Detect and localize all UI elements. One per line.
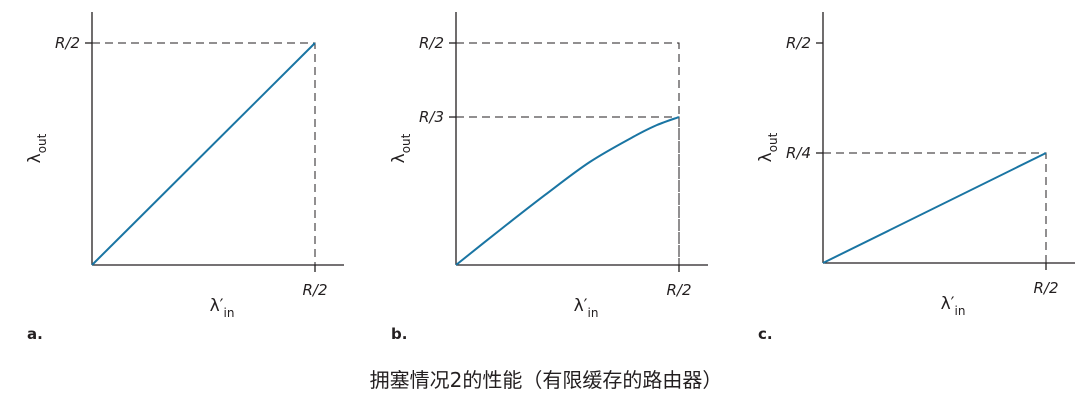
x-tick-label: R/2 [1033,279,1058,297]
series-line [455,116,680,266]
y-tick-label: R/2 [786,34,811,52]
x-axis-label-symbol: λ′ [210,296,224,316]
y-axis-label-symbol: λ [25,153,45,163]
y-axis-label-subscript: out [766,132,780,152]
series-line [91,42,316,266]
panel-label: b. [391,325,407,343]
guide-line [456,116,680,265]
figure-caption: 拥塞情况2的性能（有限缓存的路由器） [369,368,723,392]
chart-panel-3: R/2 R/4 R/2 λ′in λout c. [756,12,1075,343]
x-axis-label-subscript: in [223,306,234,320]
y-axis-label: λout [25,133,49,163]
y-axis-label-subscript: out [399,133,413,153]
guide-line [456,42,680,265]
x-axis-label-subscript: in [587,306,598,320]
series-line [822,152,1047,264]
x-axis-label: λ′in [941,294,966,318]
y-axis-label-symbol: λ [756,152,776,162]
x-axis-label-symbol: λ′ [941,294,955,314]
y-axis-label-symbol: λ [389,153,409,163]
x-axis-label-symbol: λ′ [574,296,588,316]
chart-panel-2: R/2 R/3 R/2 λ′in λout b. [389,12,708,343]
y-tick-label: R/3 [419,108,444,126]
x-tick-label: R/2 [666,281,691,299]
y-axis-label: λout [756,132,780,162]
y-tick-label: R/4 [786,144,811,162]
x-axis-label-subscript: in [954,304,965,318]
y-axis-label: λout [389,133,413,163]
y-axis-label-subscript: out [35,133,49,153]
chart-panel-1: R/2 R/2 λ′in λout a. [25,12,344,343]
x-axis-label: λ′in [574,296,599,320]
panel-label: c. [758,325,773,343]
y-tick-label: R/2 [55,34,80,52]
panel-label: a. [27,325,43,343]
x-axis-label: λ′in [210,296,235,320]
y-tick-label: R/2 [419,34,444,52]
x-tick-label: R/2 [302,281,327,299]
